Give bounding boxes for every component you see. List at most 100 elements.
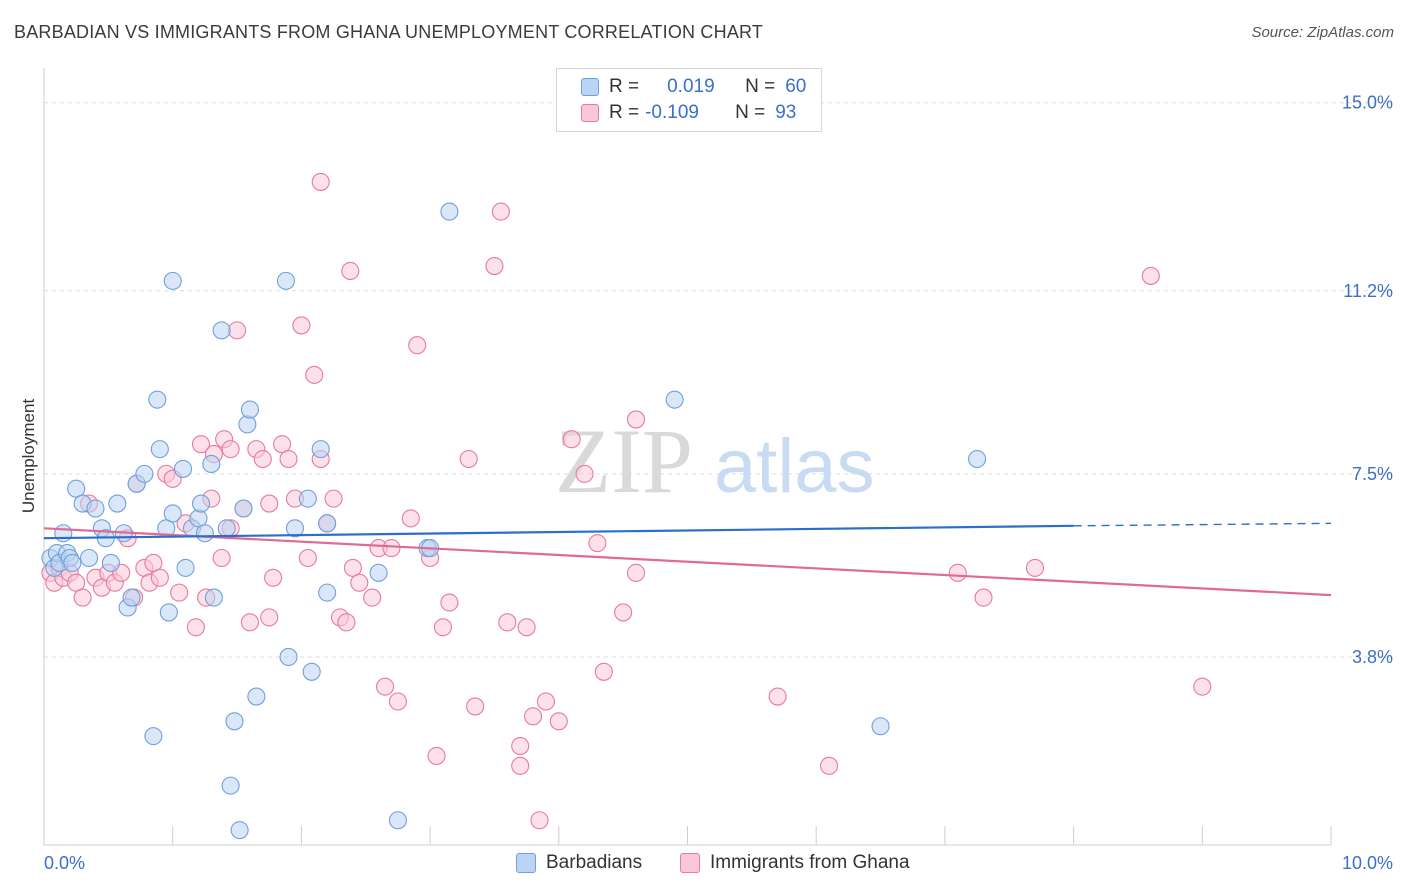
point-ghana	[350, 573, 369, 592]
point-ghana	[440, 593, 459, 612]
tick-labels: 3.8% 7.5% 11.2% 15.0% 0.0% 10.0%	[44, 93, 1393, 873]
point-ghana	[485, 256, 504, 276]
point-ghana	[305, 365, 324, 384]
point-ghana	[466, 697, 485, 716]
legend-label-barbadians: Barbadians	[546, 852, 643, 873]
trend-ghana	[43, 527, 1332, 597]
point-barbadian	[665, 390, 684, 409]
point-ghana	[279, 449, 298, 469]
point-barbadian	[234, 499, 253, 518]
point-barbadian	[298, 489, 317, 508]
point-ghana	[298, 548, 317, 568]
legend-item-barbadians[interactable]: Barbadians	[516, 852, 642, 874]
watermark-atlas: atlas	[714, 424, 875, 509]
point-ghana	[150, 568, 169, 587]
point-ghana	[575, 464, 594, 483]
point-barbadian	[191, 494, 211, 513]
point-barbadian	[54, 524, 73, 543]
point-barbadian	[176, 558, 195, 577]
point-barbadian	[86, 499, 105, 518]
trend-barbadians-extension	[1073, 522, 1332, 527]
series-legend: Barbadians Immigrants from Ghana	[0, 852, 1406, 878]
point-barbadian	[148, 390, 167, 409]
legend-swatch-barbadians	[581, 78, 599, 96]
correlation-legend: R = 0.019 N = 60 R = -0.109 N = 93	[556, 68, 822, 132]
point-ghana	[170, 583, 189, 602]
point-ghana	[228, 321, 247, 340]
point-ghana	[974, 588, 993, 607]
x-tick-label: 10.0%	[1342, 853, 1393, 873]
point-ghana	[820, 756, 839, 775]
point-ghana	[626, 410, 646, 429]
point-barbadian	[79, 548, 99, 568]
point-ghana	[427, 746, 446, 765]
point-barbadian	[247, 687, 266, 706]
point-ghana	[311, 172, 330, 191]
point-ghana	[491, 202, 510, 221]
point-ghana	[73, 588, 92, 607]
legend-label-ghana: Immigrants from Ghana	[710, 852, 910, 873]
point-ghana	[562, 430, 581, 449]
point-ghana	[588, 534, 607, 553]
point-ghana	[459, 449, 478, 469]
legend-item-ghana[interactable]: Immigrants from Ghana	[680, 852, 910, 874]
legend-n-value: 60	[785, 76, 807, 97]
point-barbadian	[311, 440, 330, 459]
point-barbadian	[163, 271, 182, 290]
legend-r-value: 0.019	[667, 76, 715, 97]
point-ghana	[549, 712, 568, 731]
y-tick-label: 7.5%	[1352, 464, 1393, 484]
point-ghana	[594, 662, 613, 681]
point-barbadian	[279, 647, 298, 667]
point-ghana	[191, 435, 211, 454]
point-ghana	[337, 613, 356, 632]
y-tick-label: 15.0%	[1342, 93, 1393, 113]
point-ghana	[388, 692, 407, 711]
point-barbadian	[204, 588, 223, 607]
chart-title: BARBADIAN VS IMMIGRANTS FROM GHANA UNEMP…	[14, 22, 764, 42]
legend-swatch-ghana	[581, 104, 599, 122]
point-barbadian	[302, 662, 321, 681]
point-ghana	[948, 563, 967, 582]
point-ghana	[511, 756, 530, 775]
y-tick-label: 3.8%	[1352, 647, 1393, 667]
point-ghana	[614, 603, 633, 622]
point-barbadian	[230, 821, 249, 840]
legend-r-label: R =	[609, 76, 640, 97]
axes	[43, 68, 1332, 846]
gridlines	[44, 102, 1392, 658]
point-barbadian	[163, 504, 182, 523]
legend-n-label: N =	[745, 76, 776, 97]
legend-r-label: R =	[609, 102, 640, 123]
point-barbadian	[968, 449, 987, 469]
point-barbadian	[144, 727, 163, 746]
point-ghana	[517, 618, 536, 637]
point-ghana	[511, 736, 530, 756]
point-barbadian	[108, 494, 127, 513]
point-ghana	[260, 608, 279, 627]
point-ghana	[536, 692, 555, 711]
point-barbadian	[195, 524, 214, 543]
y-axis-label: Unemployment	[19, 399, 38, 514]
point-barbadian	[173, 459, 193, 478]
point-barbadian	[63, 553, 82, 572]
point-barbadian	[159, 603, 178, 622]
legend-n-label: N =	[735, 102, 766, 123]
point-ghana	[363, 588, 382, 607]
legend-row-ghana: R = -0.109 N = 93	[581, 100, 796, 126]
point-barbadian	[871, 717, 890, 736]
point-barbadian	[122, 588, 141, 607]
point-ghana	[1193, 677, 1212, 696]
point-barbadian	[369, 563, 388, 582]
legend-n-value: 93	[775, 102, 797, 123]
point-ghana	[264, 568, 283, 587]
point-barbadian	[285, 519, 305, 538]
point-ghana	[1141, 266, 1160, 285]
point-ghana	[376, 677, 395, 696]
x-tick-label: 0.0%	[44, 853, 85, 873]
point-ghana	[324, 489, 343, 508]
point-ghana	[524, 707, 543, 726]
legend-r-value: -0.109	[645, 102, 699, 123]
y-tick-label: 11.2%	[1343, 281, 1393, 301]
point-ghana	[498, 613, 517, 632]
